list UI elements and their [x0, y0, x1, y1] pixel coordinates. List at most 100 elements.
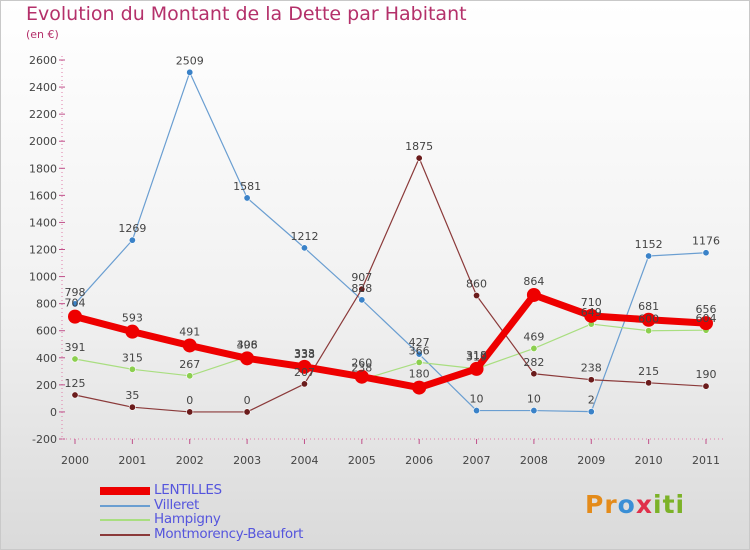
data-label: 35: [125, 389, 139, 402]
y-tick-label: -200: [32, 433, 57, 446]
data-point: [473, 407, 481, 415]
data-label: 828: [351, 282, 372, 295]
data-point: [71, 355, 79, 363]
data-label: 1875: [405, 140, 433, 153]
data-point: [641, 312, 656, 327]
series-line: [74, 157, 707, 413]
data-label: 207: [294, 366, 315, 379]
data-label: 681: [638, 300, 659, 313]
data-point: [68, 309, 82, 324]
data-label: 0: [186, 394, 193, 407]
chart-title: Evolution du Montant de la Dette par Hab…: [26, 3, 467, 25]
data-label: 396: [237, 338, 258, 351]
data-point: [358, 296, 366, 304]
data-point: [699, 316, 713, 331]
y-tick-label: 1000: [29, 271, 57, 284]
data-point: [702, 249, 710, 257]
data-point: [243, 194, 251, 202]
y-tick-label: 2600: [29, 54, 57, 67]
y-tick-label: 0: [50, 406, 57, 419]
series-line: [74, 71, 707, 413]
legend-swatch: [100, 487, 150, 496]
data-label: 2509: [176, 54, 204, 67]
legend-label: Hampigny: [154, 511, 221, 527]
data-point: [530, 407, 538, 415]
x-tick-label: 2006: [405, 454, 433, 467]
data-label: 391: [65, 341, 86, 354]
data-label: 710: [581, 296, 602, 309]
data-label: 427: [409, 336, 430, 349]
data-point: [128, 236, 136, 244]
legend-label: LENTILLES: [154, 482, 222, 498]
data-label: 1176: [692, 235, 720, 248]
y-tick-label: 1600: [29, 189, 57, 202]
data-point: [415, 154, 423, 162]
data-point: [530, 370, 538, 378]
y-tick-label: 200: [36, 379, 57, 392]
data-label: 656: [696, 303, 717, 316]
data-label: 1212: [290, 230, 318, 243]
data-point: [354, 369, 369, 384]
data-label: 864: [523, 275, 544, 288]
data-point: [473, 292, 481, 300]
logo-letter: P: [585, 490, 605, 519]
y-tick-label: 600: [36, 325, 57, 338]
data-point: [587, 408, 595, 416]
logo-letter: x: [635, 490, 653, 519]
data-label: 267: [179, 358, 200, 371]
y-tick-label: 1200: [29, 244, 57, 257]
data-point: [182, 338, 197, 353]
series-line: [74, 323, 707, 381]
data-label: 125: [65, 377, 86, 390]
data-label: 469: [523, 330, 544, 343]
data-label: 593: [122, 312, 143, 325]
data-point: [358, 285, 366, 293]
data-label: 1152: [635, 238, 663, 251]
data-label: 907: [351, 271, 372, 284]
data-point: [415, 358, 423, 366]
data-label: 704: [65, 297, 86, 310]
x-tick-label: 2007: [463, 454, 491, 467]
data-label: 190: [696, 368, 717, 381]
data-point: [186, 68, 194, 76]
data-label: 318: [466, 349, 487, 362]
data-point: [71, 391, 79, 399]
data-label: 315: [122, 351, 143, 364]
data-point: [300, 380, 308, 388]
data-label: 180: [409, 368, 430, 381]
data-label: 1269: [118, 222, 146, 235]
logo-letter: o: [617, 490, 636, 519]
x-tick-label: 2002: [176, 454, 204, 467]
legend-label: Montmorency-Beaufort: [154, 525, 304, 542]
data-point: [530, 344, 538, 352]
y-tick-label: 1400: [29, 216, 57, 229]
data-point: [186, 408, 194, 416]
data-point: [243, 408, 251, 416]
proxiti-logo: Proxiti: [585, 490, 685, 519]
x-tick-label: 2011: [692, 454, 720, 467]
y-tick-label: 400: [36, 352, 57, 365]
legend-swatch: [100, 504, 150, 507]
data-point: [412, 380, 427, 395]
logo-letter: r: [604, 490, 618, 519]
data-point: [240, 351, 255, 366]
data-label: 238: [581, 362, 602, 375]
data-label: 408: [237, 339, 258, 352]
data-label: 319: [466, 351, 487, 364]
data-label: 860: [466, 278, 487, 291]
data-label: 333: [294, 347, 315, 360]
data-label: 282: [523, 356, 544, 369]
data-point: [186, 372, 194, 380]
legend-swatch: [100, 533, 150, 536]
x-tick-label: 2004: [290, 454, 318, 467]
series-line: [71, 291, 710, 392]
y-tick-label: 1800: [29, 162, 57, 175]
data-point: [415, 350, 423, 358]
data-label: 1581: [233, 180, 261, 193]
legend-label: Villeret: [154, 496, 199, 513]
data-label: 604: [696, 312, 717, 325]
data-label: 338: [294, 348, 315, 361]
logo-letter: i: [675, 490, 686, 519]
